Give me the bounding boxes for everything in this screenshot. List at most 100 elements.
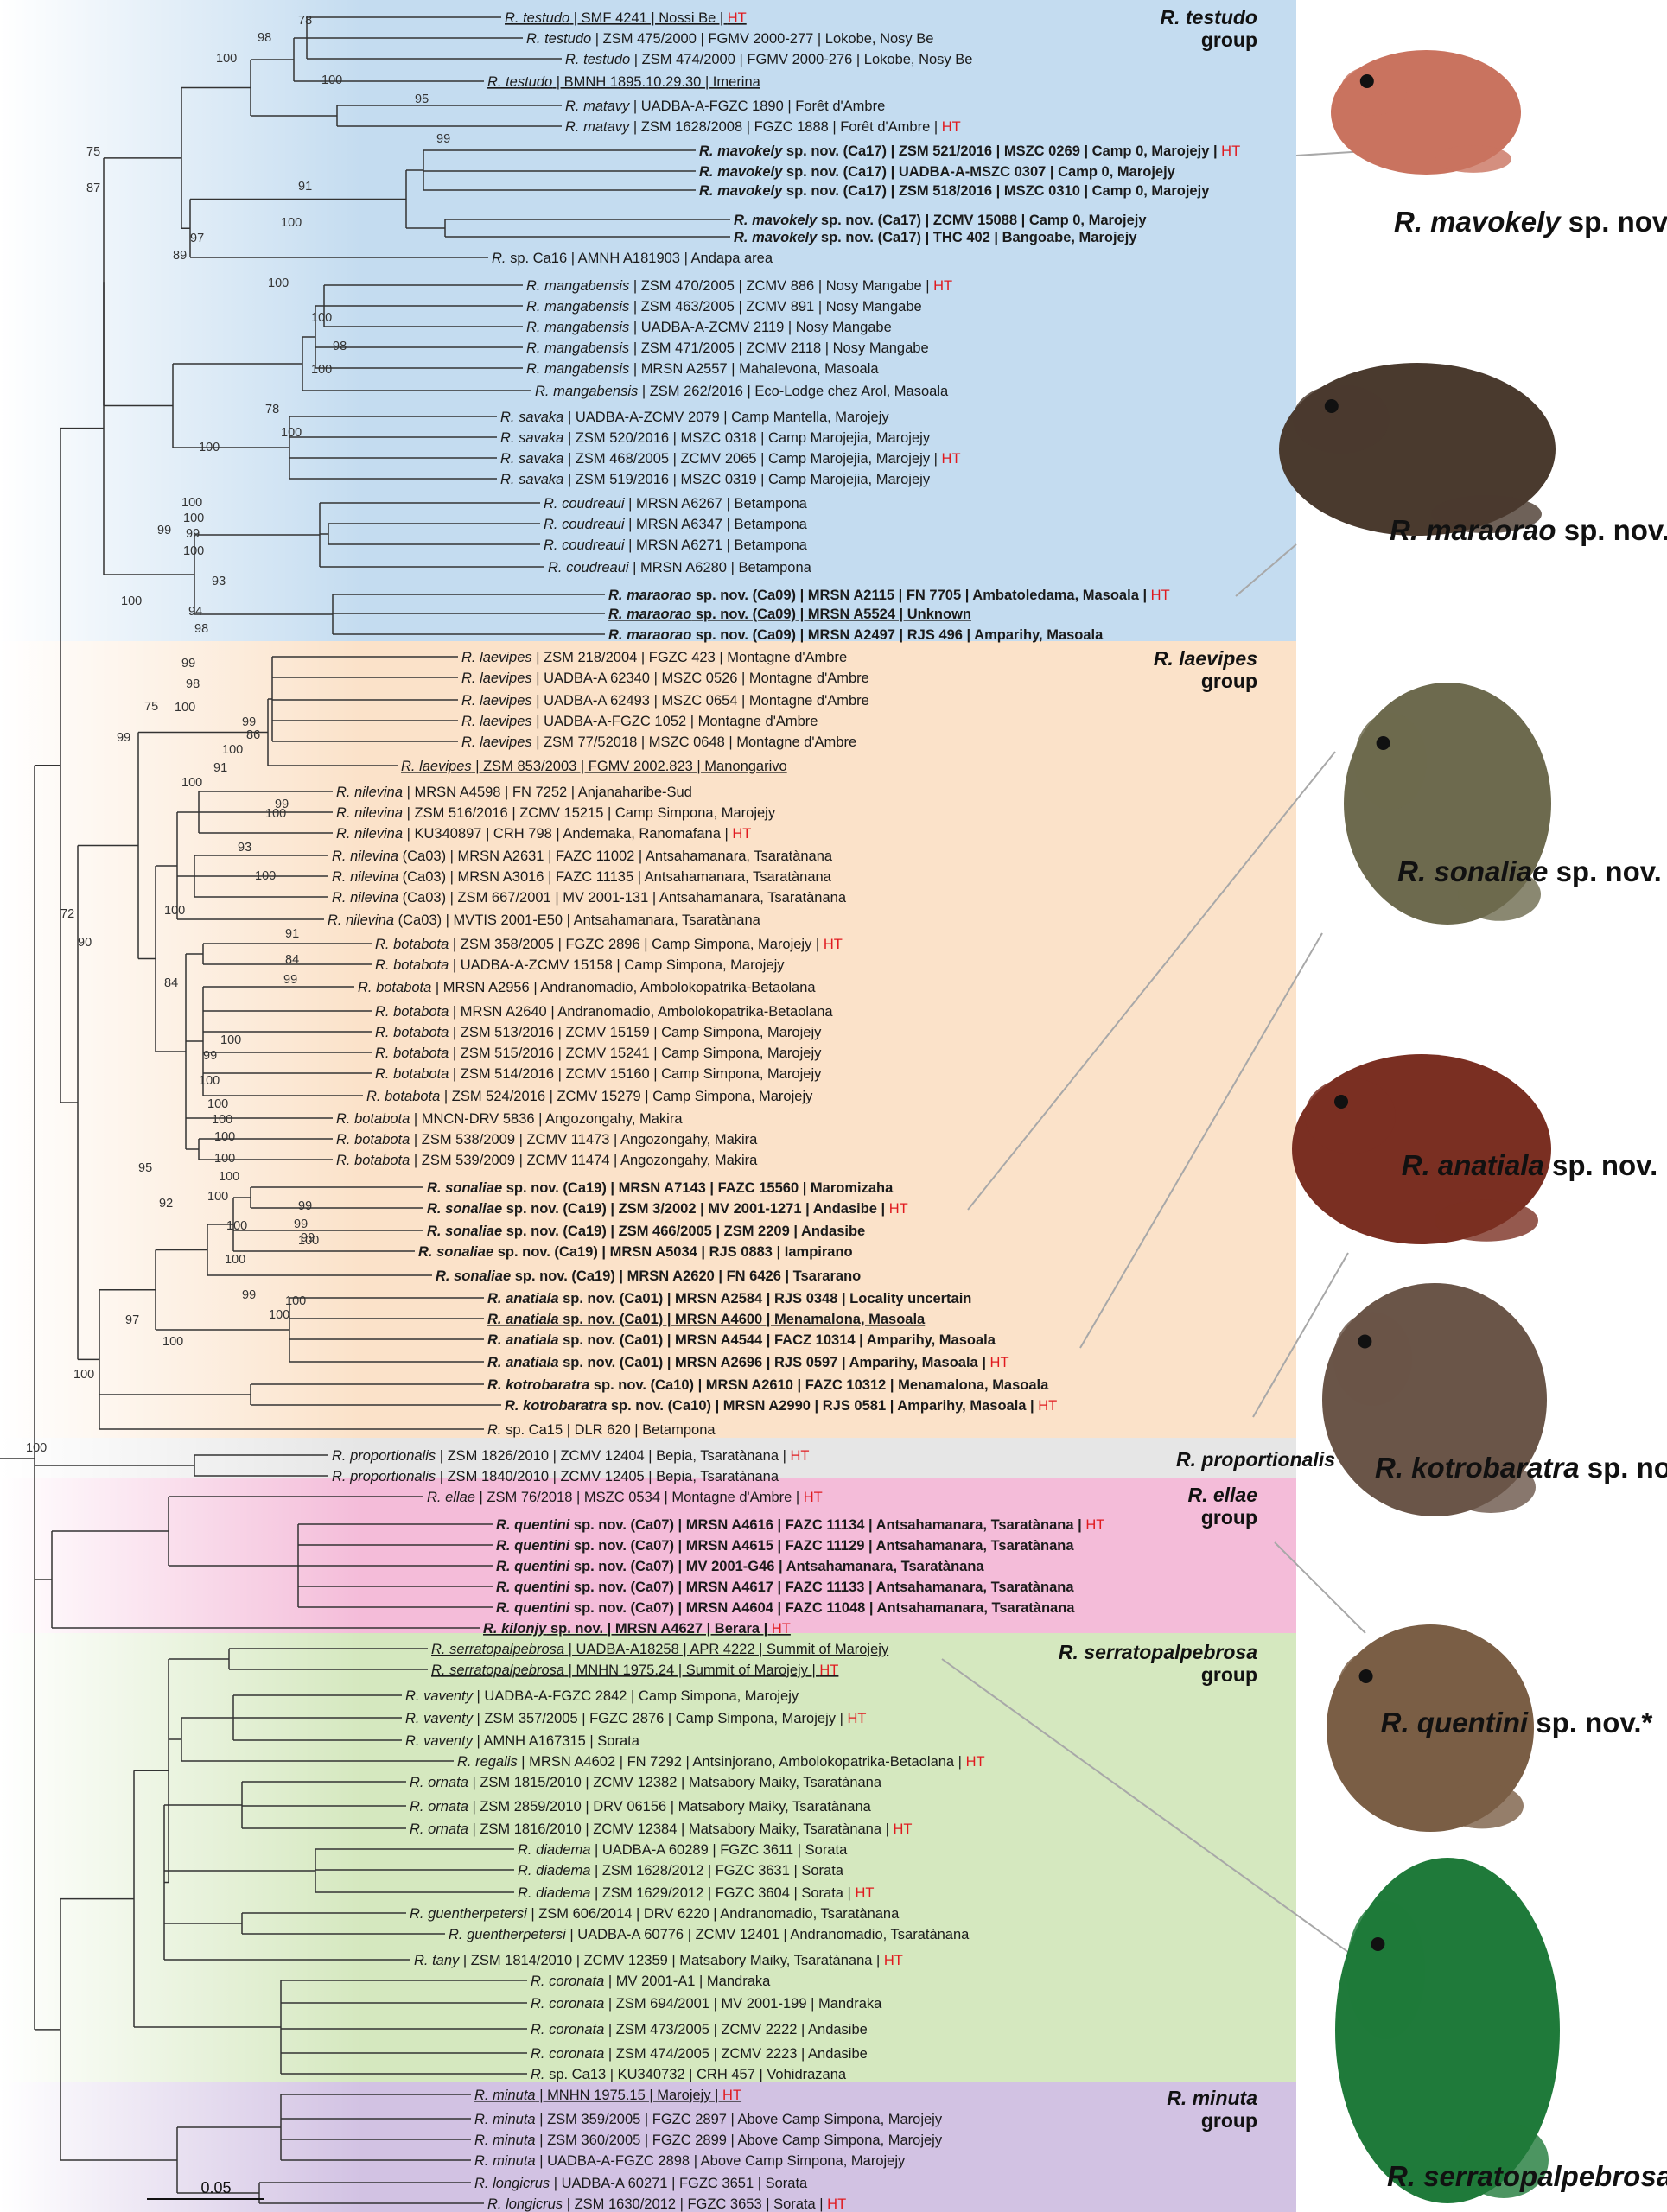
caption-suffix: sp. nov. bbox=[1544, 1149, 1657, 1181]
leaf-species: R. nilevina bbox=[332, 869, 398, 885]
leaf-details: | ZSM 1814/2010 | ZCMV 12359 | Matsabory… bbox=[459, 1953, 884, 1968]
leaf-details: | ZSM 475/2000 | FGMV 2000-277 | Lokobe,… bbox=[591, 31, 933, 47]
support-value: 100 bbox=[207, 1097, 228, 1111]
holotype-mark: HT bbox=[790, 1448, 809, 1464]
leaf-label: R. sonaliae sp. nov. (Ca19) | MRSN A2620… bbox=[436, 1268, 861, 1284]
group-label-line: R. serratopalpebrosa bbox=[1059, 1641, 1257, 1663]
leaf-details: sp. nov. (Ca19) | MRSN A2620 | FN 6426 |… bbox=[511, 1268, 861, 1284]
leaf-species: R. sonaliae bbox=[427, 1224, 502, 1239]
frog-leg bbox=[1458, 868, 1541, 921]
leaf-species: R. quentini bbox=[496, 1580, 570, 1595]
support-value: 91 bbox=[213, 761, 227, 775]
leaf-label: R. anatiala sp. nov. (Ca01) | MRSN A4600… bbox=[487, 1312, 926, 1327]
photo-connector bbox=[1274, 1541, 1366, 1634]
leaf-label: R. mangabensis | ZSM 262/2016 | Eco-Lodg… bbox=[535, 384, 949, 399]
support-value: 99 bbox=[117, 731, 130, 745]
leaf-label: R. kotrobaratra sp. nov. (Ca10) | MRSN A… bbox=[505, 1398, 1057, 1414]
leaf-details: | UADBA-A 62493 | MSZC 0654 | Montagne d… bbox=[532, 693, 869, 709]
group-label: R. ellae group bbox=[1187, 1484, 1257, 1529]
leaf-species: R. mangabensis bbox=[535, 384, 638, 399]
holotype-mark: HT bbox=[966, 1754, 985, 1770]
leaf-label: R. botabota | UADBA-A-ZCMV 15158 | Camp … bbox=[375, 957, 785, 973]
leaf-details: sp. nov. (Ca17) | ZSM 518/2016 | MSZC 03… bbox=[782, 183, 1210, 199]
leaf-details: | ZSM 1826/2010 | ZCMV 12404 | Bepia, Ts… bbox=[436, 1448, 790, 1464]
support-value: 99 bbox=[242, 1288, 256, 1302]
support-value: 100 bbox=[285, 1294, 306, 1308]
holotype-mark: HT bbox=[1221, 143, 1240, 159]
support-value: 100 bbox=[265, 807, 286, 821]
leaf-label: R. coronata | ZSM 473/2005 | ZCMV 2222 |… bbox=[531, 2022, 868, 2037]
caption-species: R. serratopalpebrosa bbox=[1387, 2160, 1667, 2192]
leaf-species: R. diadema bbox=[518, 1885, 590, 1901]
leaf-label: R. coudreaui | MRSN A6267 | Betampona bbox=[544, 496, 808, 512]
leaf-details: | UADBA-A-ZCMV 2119 | Nosy Mangabe bbox=[629, 320, 892, 335]
leaf-label: R. nilevina | ZSM 516/2016 | ZCMV 15215 … bbox=[336, 805, 776, 821]
leaf-species: R. anatiala bbox=[487, 1355, 559, 1370]
species-caption: R. mavokely sp. nov. bbox=[1394, 206, 1667, 238]
leaf-label: R. mavokely sp. nov. (Ca17) | ZSM 518/20… bbox=[699, 183, 1210, 199]
leaf-species: R. coudreaui bbox=[548, 560, 630, 575]
holotype-mark: HT bbox=[1151, 588, 1170, 603]
frog-eye bbox=[1376, 736, 1390, 750]
holotype-mark: HT bbox=[827, 2196, 846, 2212]
frog-head bbox=[1337, 1650, 1409, 1733]
holotype-mark: HT bbox=[819, 1662, 838, 1678]
support-value: 100 bbox=[214, 1152, 235, 1166]
leaf-label: R. laevipes | UADBA-A-FGZC 1052 | Montag… bbox=[461, 714, 818, 729]
holotype-mark: HT bbox=[889, 1201, 908, 1217]
support-value: 100 bbox=[281, 426, 302, 440]
support-value: 100 bbox=[199, 441, 220, 454]
frog-head bbox=[1293, 385, 1390, 454]
leaf-label: R. testudo | ZSM 475/2000 | FGMV 2000-27… bbox=[526, 31, 933, 47]
leaf-label: R. maraorao sp. nov. (Ca09) | MRSN A2115… bbox=[608, 588, 1170, 603]
group-label: R. serratopalpebrosa group bbox=[1059, 1641, 1257, 1686]
leaf-species: R. anatiala bbox=[487, 1312, 559, 1327]
leaf-label: R. longicrus | ZSM 1630/2012 | FGZC 3653… bbox=[487, 2196, 846, 2212]
leaf-label: R. coronata | ZSM 694/2001 | MV 2001-199… bbox=[531, 1996, 882, 2012]
leaf-details: sp. nov. (Ca19) | ZSM 466/2005 | ZSM 220… bbox=[502, 1224, 865, 1239]
support-value: 95 bbox=[415, 92, 429, 106]
support-value: 100 bbox=[255, 869, 276, 883]
leaf-species: R. proportionalis bbox=[332, 1469, 436, 1484]
leaf-details: | MNHN 1975.15 | Marojejy | bbox=[536, 2088, 722, 2103]
leaf-species: R. maraorao bbox=[608, 607, 691, 622]
group-label: R. laevipes group bbox=[1154, 647, 1257, 692]
leaf-details: | MNCN-DRV 5836 | Angozongahy, Makira bbox=[410, 1111, 683, 1127]
frog-eye bbox=[1324, 399, 1339, 413]
leaf-label: R. mavokely sp. nov. (Ca17) | UADBA-A-MS… bbox=[699, 164, 1176, 180]
support-value: 99 bbox=[298, 1199, 312, 1213]
leaf-species: R. coronata bbox=[531, 1996, 604, 2012]
caption-species: R. quentini bbox=[1381, 1707, 1529, 1738]
support-value: 100 bbox=[311, 311, 332, 325]
support-value: 89 bbox=[173, 249, 187, 263]
leaf-species: R. serratopalpebrosa bbox=[431, 1642, 564, 1657]
leaf-species: R. coudreaui bbox=[544, 517, 626, 532]
leaf-species: R. ornata bbox=[410, 1821, 468, 1837]
leaf-details: sp. nov. (Ca17) | ZCMV 15088 | Camp 0, M… bbox=[817, 213, 1147, 228]
leaf-species: R. nilevina bbox=[336, 805, 403, 821]
support-value: 75 bbox=[86, 145, 100, 159]
support-value: 97 bbox=[125, 1313, 139, 1327]
leaf-label: R. serratopalpebrosa | UADBA-A18258 | AP… bbox=[431, 1642, 889, 1657]
leaf-label: R. savaka | ZSM 519/2016 | MSZC 0319 | C… bbox=[500, 472, 931, 487]
leaf-label: R. mavokely sp. nov. (Ca17) | ZCMV 15088… bbox=[734, 213, 1147, 228]
support-value: 91 bbox=[298, 180, 312, 194]
frog-photo bbox=[1331, 50, 1521, 175]
leaf-details: | UADBA-A-FGZC 1890 | Forêt d'Ambre bbox=[629, 99, 885, 114]
leaf-details: | MRSN A2557 | Mahalevona, Masoala bbox=[629, 361, 879, 377]
support-value: 100 bbox=[181, 496, 202, 510]
frog-photo bbox=[1279, 363, 1556, 536]
leaf-label: R. laevipes | ZSM 77/52018 | MSZC 0648 |… bbox=[461, 734, 856, 750]
frog-photo bbox=[1322, 1283, 1547, 1516]
frog-photo bbox=[1327, 1624, 1534, 1832]
support-value: 99 bbox=[283, 973, 297, 987]
leaf-label: R. nilevina (Ca03) | MRSN A3016 | FAZC 1… bbox=[332, 869, 832, 885]
leaf-label: R. anatiala sp. nov. (Ca01) | MRSN A2584… bbox=[487, 1291, 971, 1306]
photo-connector bbox=[967, 751, 1336, 1211]
leaf-label: R. laevipes | ZSM 218/2004 | FGZC 423 | … bbox=[461, 650, 847, 665]
leaf-details: | ZSM 1629/2012 | FGZC 3604 | Sorata | bbox=[590, 1885, 855, 1901]
leaf-details: | ZSM 76/2018 | MSZC 0534 | Montagne d'A… bbox=[475, 1490, 804, 1505]
leaf-details: | SMF 4241 | Nossi Be | bbox=[569, 10, 728, 26]
scale-bar: 0.05 bbox=[147, 2179, 264, 2200]
